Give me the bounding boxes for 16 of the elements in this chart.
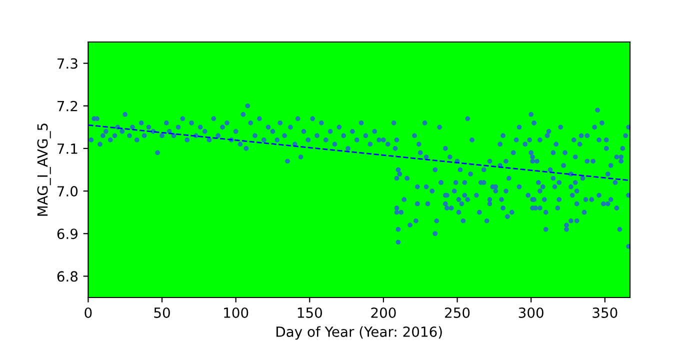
x-axis-title: Day of Year (Year: 2016) — [276, 326, 442, 340]
y-tick-label: 7.3 — [58, 58, 78, 69]
y-tick-label: 6.9 — [57, 228, 78, 240]
y-tick-label: 6.8 — [57, 271, 78, 282]
x-tick-label: 350 — [592, 307, 618, 318]
x-tick-label: 200 — [371, 307, 396, 318]
x-tick-label: 150 — [298, 307, 322, 318]
x-tick-label: 0 — [84, 307, 92, 318]
x-tick-label: 50 — [154, 307, 170, 318]
x-tick-label: 250 — [445, 307, 470, 318]
y-axis-title: MAG_I_AVG_5 — [37, 124, 51, 216]
y-tick-label: 7.2 — [58, 100, 78, 112]
y-tick-label: 7.0 — [58, 186, 78, 197]
x-tick-label: 100 — [224, 307, 248, 318]
x-tick-label: 300 — [518, 307, 544, 318]
y-tick-label: 7.1 — [58, 144, 78, 154]
